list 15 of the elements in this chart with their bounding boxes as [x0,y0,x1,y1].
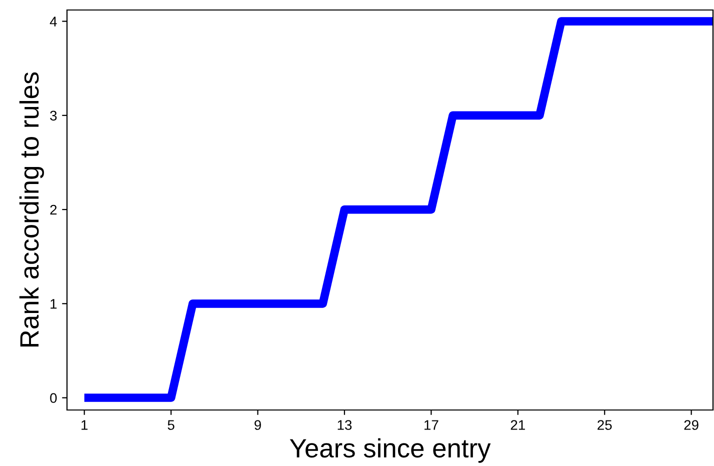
y-tick-label: 3 [50,110,57,121]
x-tick-label: 5 [168,420,174,430]
x-tick-label: 9 [254,420,261,430]
x-axis-title: Years since entry [290,438,491,463]
y-axis-title: Rank according to rules [19,72,44,346]
x-tick-label: 17 [424,420,438,430]
x-tick-label: 25 [598,420,612,430]
y-tick-label: 1 [50,299,57,309]
x-tick-label: 13 [338,420,352,430]
x-tick-label: 1 [82,420,88,430]
x-tick-label: 29 [684,420,698,430]
y-tick-label: 4 [50,16,57,26]
y-tick-label: 0 [50,393,57,403]
x-tick-label: 21 [510,420,525,430]
y-tick-label: 2 [50,204,57,215]
